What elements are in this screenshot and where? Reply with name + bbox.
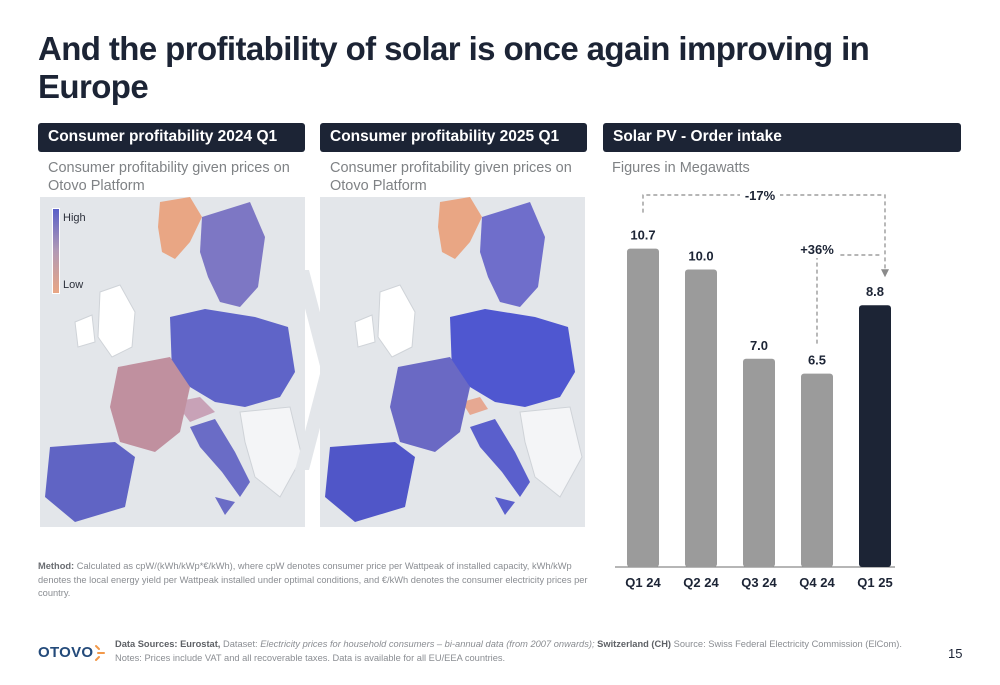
- method-note: Method: Calculated as cpW/(kWh/kWp*€/kWh…: [38, 560, 598, 601]
- color-legend: High Low: [50, 208, 110, 298]
- bar-value-label: 8.8: [866, 284, 884, 299]
- bar-q4-24: [801, 373, 833, 567]
- panel-header-2025: Consumer profitability 2025 Q1: [320, 123, 587, 152]
- panel-subtitle-order-intake: Figures in Megawatts: [612, 160, 750, 176]
- bar-chart-svg: 10.7 Q1 24 10.0 Q2 24 7.0 Q3 24 6.5 Q4 24 8.8 Q1 …: [615, 186, 895, 590]
- panel-subtitle-2024: Consumer profitability given prices on O…: [48, 159, 290, 195]
- subtitle-line: Otovo Platform: [48, 178, 145, 194]
- bar-q3-24: [743, 358, 775, 567]
- subtitle-line: Otovo Platform: [330, 178, 427, 194]
- annotation-label-36: +36%: [800, 242, 834, 257]
- bar-value-label: 6.5: [808, 353, 826, 368]
- bar-value-label: 7.0: [750, 338, 768, 353]
- bar-q2-24: [685, 269, 717, 567]
- subtitle-line: Consumer profitability given prices on: [48, 160, 290, 176]
- bar-value-label: 10.7: [630, 228, 655, 243]
- legend-low-label: Low: [63, 279, 84, 291]
- annotation-label-17: -17%: [745, 188, 776, 203]
- dataset-label: Dataset:: [223, 639, 258, 649]
- x-tick-label: Q1 25: [857, 575, 892, 590]
- panel-header-order-intake: Solar PV - Order intake: [603, 123, 961, 152]
- subtitle-line: Consumer profitability given prices on: [330, 160, 572, 176]
- sources-line: Data Sources: Eurostat, Dataset: Electri…: [115, 637, 935, 651]
- x-tick-label: Q2 24: [683, 575, 719, 590]
- dataset-text: Electricity prices for household consume…: [260, 639, 595, 649]
- annotation-line-36: [816, 254, 881, 344]
- order-intake-chart: 10.7 Q1 24 10.0 Q2 24 7.0 Q3 24 6.5 Q4 24 8.8 Q1 …: [605, 180, 960, 600]
- sources-label: Data Sources: Eurostat,: [115, 639, 221, 649]
- x-tick-label: Q1 24: [625, 575, 661, 590]
- otovo-logo: OTOVO: [38, 642, 108, 666]
- annotation-label-bg: [740, 186, 780, 204]
- annotation-arrowhead: [881, 269, 889, 278]
- logo-text: OTOVO: [38, 644, 94, 661]
- legend-high-label: High: [63, 212, 86, 224]
- annotation-label-bg: [795, 240, 839, 258]
- page-number: 15: [948, 646, 963, 661]
- page-title: And the profitability of solar is once a…: [38, 30, 870, 105]
- panel-subtitle-2025: Consumer profitability given prices on O…: [330, 159, 572, 195]
- notes-line: Notes: Prices include VAT and all recove…: [115, 653, 506, 663]
- bar-value-label: 10.0: [688, 249, 713, 264]
- method-label: Method:: [38, 561, 75, 571]
- map-2025: [320, 197, 585, 527]
- method-text: Calculated as cpW/(kWh/kWp*€/kWh), where…: [38, 561, 588, 598]
- switzerland-text: Source: Swiss Federal Electricity Commis…: [673, 639, 902, 649]
- switzerland-label: Switzerland (CH): [597, 639, 672, 649]
- data-sources: Data Sources: Eurostat, Dataset: Electri…: [115, 637, 935, 665]
- bar-q1-25: [859, 305, 891, 567]
- x-tick-label: Q4 24: [799, 575, 835, 590]
- x-tick-label: Q3 24: [741, 575, 777, 590]
- map-2024: [40, 197, 305, 527]
- sun-rays-icon: [95, 645, 105, 661]
- panel-header-2024: Consumer profitability 2024 Q1: [38, 123, 305, 152]
- bar-q1-24: [627, 248, 659, 568]
- annotation-line-17: [642, 194, 886, 274]
- legend-gradient: [52, 208, 60, 294]
